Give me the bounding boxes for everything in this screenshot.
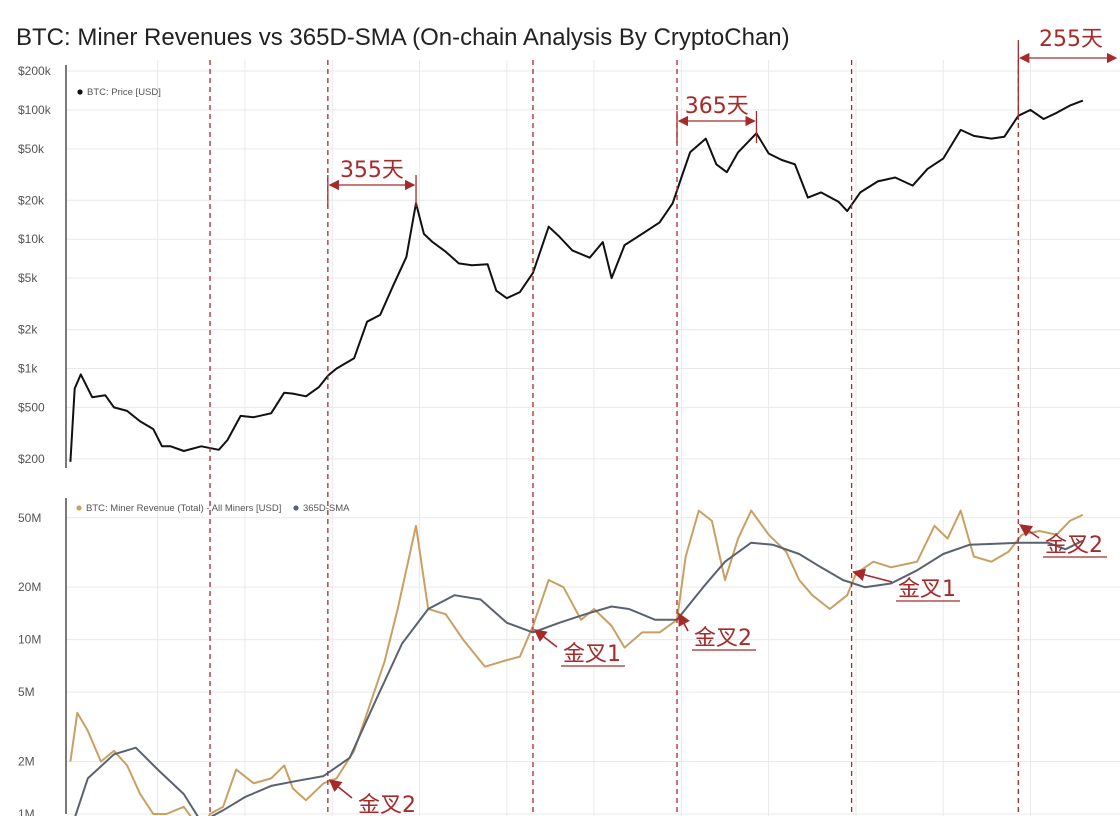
golden-cross-arrow [533, 629, 558, 648]
series-layer [69, 99, 1084, 816]
y-tick-label: 2M [18, 755, 35, 769]
y-tick-label: 50M [18, 511, 41, 525]
y-tick-label: 1M [18, 807, 35, 816]
legend-miner-revenue-swatch [76, 505, 82, 511]
y-tick-label: 10M [18, 633, 41, 647]
legend-price: BTC: Price [USD] [87, 87, 161, 98]
chart-title: BTC: Miner Revenues vs 365D-SMA (On-chai… [16, 24, 790, 51]
span-label: 255天 [1039, 27, 1103, 52]
legend-miner-revenue: BTC: Miner Revenue (Total) - All Miners … [86, 503, 281, 514]
y-tick-label: $50k [18, 142, 45, 156]
y-tick-label: $100k [18, 103, 52, 117]
golden-cross-arrow [678, 612, 690, 632]
y-tick-label: $5k [18, 271, 38, 285]
golden-cross-label: 金叉2 [1045, 533, 1103, 558]
gridlines [66, 60, 1120, 816]
y-tick-label: $10k [18, 232, 45, 246]
golden-cross-arrow [328, 778, 353, 799]
y-tick-label: $2k [18, 323, 38, 337]
y-tick-label: $1k [18, 362, 38, 376]
sma-series-line [74, 539, 1084, 816]
golden-cross-arrow [852, 568, 893, 583]
legend-sma-swatch [293, 505, 299, 511]
legend-price-swatch [77, 89, 83, 95]
golden-cross-label: 金叉2 [358, 793, 416, 816]
legend-sma: 365D-SMA [303, 503, 350, 514]
y-tick-label: 5M [18, 685, 35, 699]
y-tick-label: $200k [18, 64, 52, 78]
y-tick-label: $500 [18, 400, 45, 414]
span-label: 355天 [340, 158, 404, 183]
legends: BTC: Price [USD] BTC: Miner Revenue (Tota… [76, 87, 350, 514]
golden-cross-label: 金叉2 [694, 626, 752, 651]
y-tick-label: $200 [18, 452, 45, 466]
miner-revenue-series-line [69, 509, 1084, 816]
y-tick-label: $20k [18, 193, 45, 207]
y-tick-label: 20M [18, 580, 41, 594]
span-label: 365天 [685, 94, 749, 119]
price-series-line [69, 99, 1084, 462]
golden-cross-label: 金叉1 [898, 577, 956, 602]
golden-cross-arrow [1019, 524, 1040, 539]
golden-cross-label: 金叉1 [563, 642, 621, 667]
axes: $200k $100k $50k $20k $10k $5k $2k $1k $500 $200 5… [18, 64, 67, 816]
